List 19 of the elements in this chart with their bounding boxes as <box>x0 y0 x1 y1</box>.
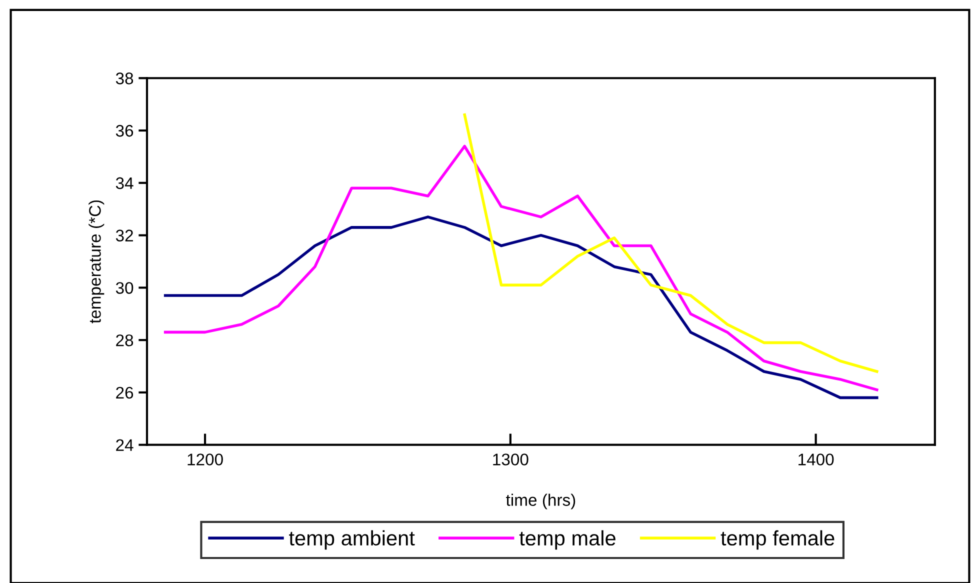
legend-label: temp ambient <box>289 530 415 550</box>
x-axis-title: time (hrs) <box>506 494 576 510</box>
x-tick-label: 1400 <box>798 454 834 466</box>
x-tick-label: 1200 <box>188 454 223 466</box>
legend-label: temp male <box>519 530 616 550</box>
y-tick-label: 32 <box>116 230 133 242</box>
y-tick-label: 38 <box>116 72 134 84</box>
y-tick-label: 30 <box>116 282 134 294</box>
y-tick-label: 34 <box>116 177 134 190</box>
line-series <box>164 216 878 400</box>
line-series <box>463 113 878 373</box>
line-series <box>164 144 878 392</box>
x-tick-label: 1300 <box>493 454 528 466</box>
y-axis-title: temperature (*C) <box>88 200 104 324</box>
legend-label: temp female <box>720 530 834 550</box>
y-tick-label: 28 <box>116 334 134 346</box>
y-tick-label: 24 <box>116 439 134 451</box>
y-tick-label: 36 <box>116 124 134 137</box>
y-tick-label: 26 <box>116 386 134 399</box>
